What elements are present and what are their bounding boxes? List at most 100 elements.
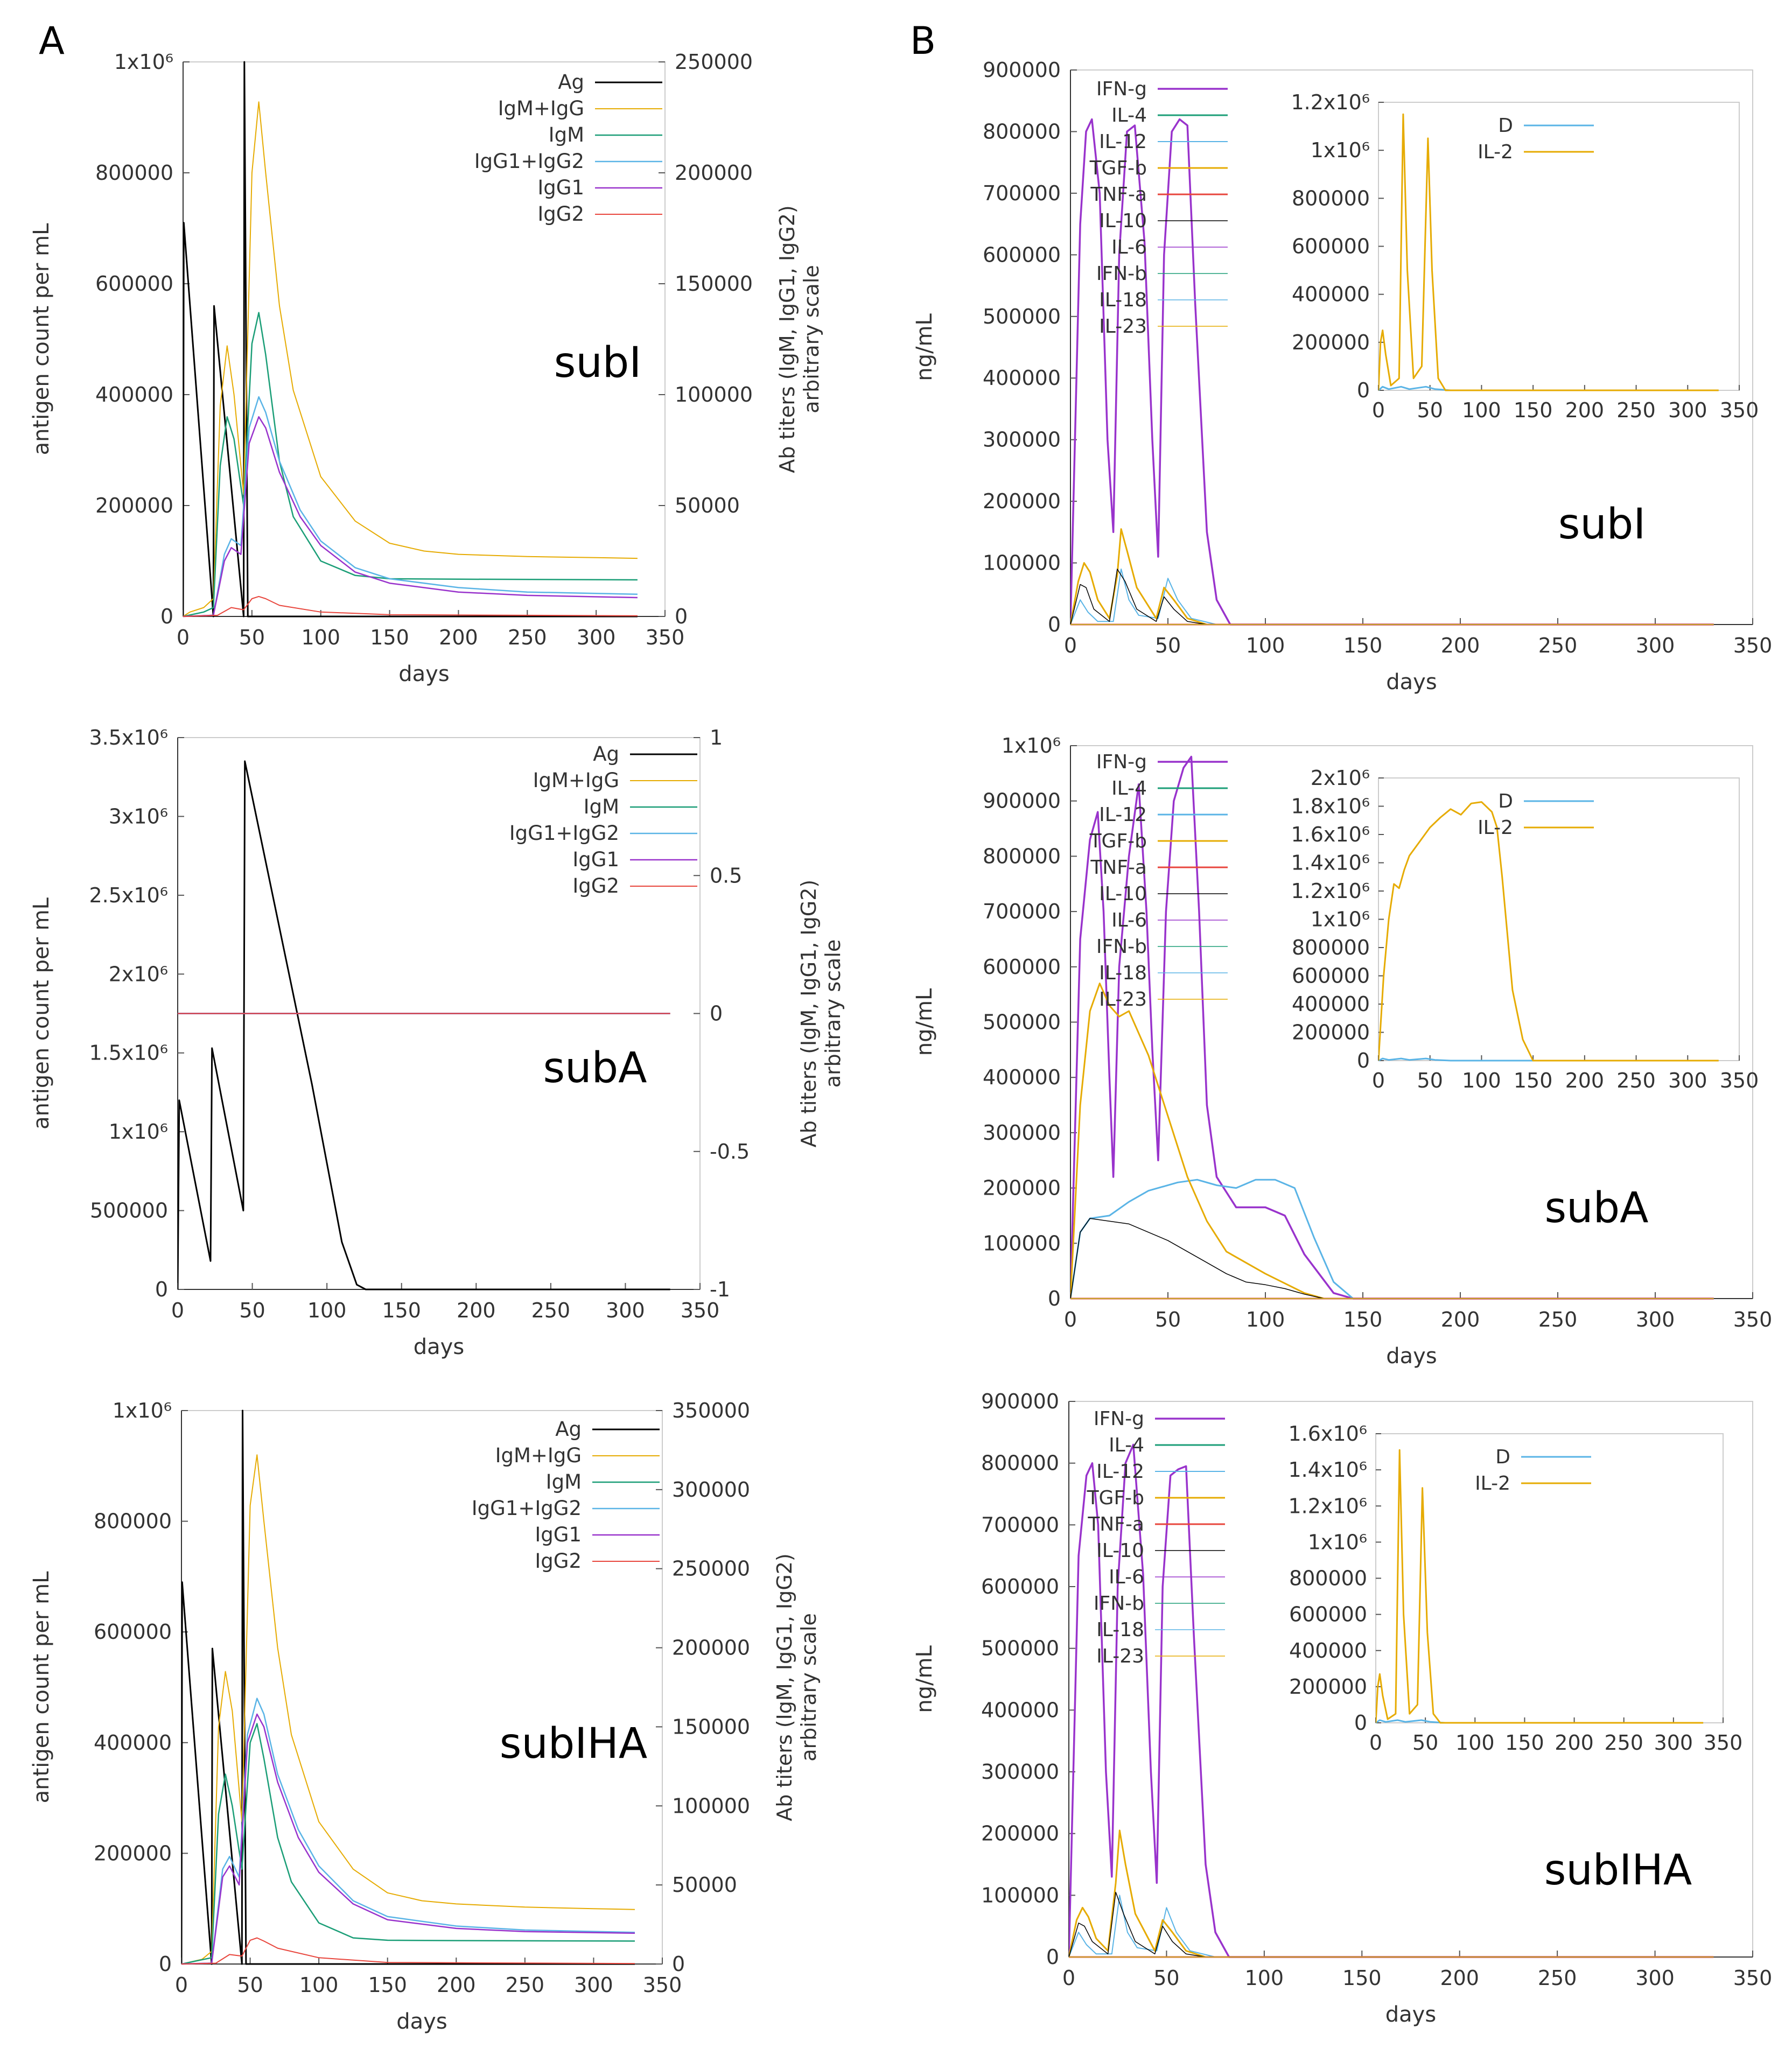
inset-x-tick-label: 150 xyxy=(1514,1069,1553,1092)
x-tick-label: 100 xyxy=(1245,1966,1284,1990)
inset-y-tick-label: 1.4x10⁶ xyxy=(1288,1458,1367,1482)
x-tick-label: 0 xyxy=(171,1299,184,1322)
y2-axis-label-line2: arbitrary scale xyxy=(800,265,823,413)
series-line-ag xyxy=(181,1409,635,1965)
inset-chart: 0 50 100 150 200 250 300 350 0 200000 400000 600000… xyxy=(1291,766,1759,1092)
x-tick-label: 300 xyxy=(606,1299,645,1322)
y2-axis-label-line2: arbitrary scale xyxy=(821,939,845,1088)
legend-label: IgM xyxy=(549,123,584,146)
inset-x-tick-label: 0 xyxy=(1372,398,1385,422)
y-tick-label: 400000 xyxy=(981,1698,1059,1722)
y2-tick-label: 200000 xyxy=(675,161,753,185)
y-tick-label: 600000 xyxy=(94,1620,172,1644)
x-tick-label: 50 xyxy=(1153,1966,1179,1990)
series-line-ifn-g xyxy=(1069,1443,1714,1958)
legend-label: IFN-g xyxy=(1096,751,1147,773)
chart-a-subiha: 0 50 100 150 200 250 300 3500200000400000600000… xyxy=(29,1399,821,2034)
inset-x-tick-label: 350 xyxy=(1720,398,1759,422)
legend-label: IgG1 xyxy=(572,848,619,871)
legend-label: IFN-b xyxy=(1094,1593,1144,1615)
inset-y-tick-label: 800000 xyxy=(1292,936,1370,959)
inset-y-tick-label: 200000 xyxy=(1289,1675,1367,1699)
chart-title: subI xyxy=(1558,500,1646,549)
legend-label: IL-6 xyxy=(1111,236,1147,258)
legend-label: TGF-b xyxy=(1089,157,1147,179)
legend-label: TNF-a xyxy=(1087,1513,1144,1535)
chart-title: subIHA xyxy=(1544,1846,1692,1895)
chart-a-subi: 0 50 100 150 200 250 300 3500200000400000600000… xyxy=(29,50,823,686)
x-axis-label: days xyxy=(1385,2002,1436,2027)
x-axis-label: days xyxy=(398,662,449,686)
chart-title: subA xyxy=(543,1044,647,1092)
y-tick-label: 0 xyxy=(1046,1945,1059,1969)
inset-y-tick-label: 200000 xyxy=(1292,1021,1370,1044)
y-axis-label: antigen count per mL xyxy=(29,223,54,455)
x-tick-label: 0 xyxy=(177,626,190,649)
y-tick-label: 100000 xyxy=(983,551,1061,575)
x-tick-label: 150 xyxy=(382,1299,421,1322)
y-tick-label: 700000 xyxy=(981,1513,1059,1537)
x-axis-label: days xyxy=(1386,670,1437,695)
y-tick-label: 500000 xyxy=(90,1199,168,1223)
legend-label: TGF-b xyxy=(1087,1487,1144,1509)
legend-label: IgM+IgG xyxy=(495,1444,582,1467)
y-tick-label: 1x10⁶ xyxy=(1002,734,1061,758)
series-line-il-12 xyxy=(1069,1895,1714,1958)
inset-x-tick-label: 250 xyxy=(1616,398,1656,422)
chart-title: subI xyxy=(554,339,642,387)
series-line-igm xyxy=(183,312,638,618)
legend-label: IL-12 xyxy=(1096,1461,1144,1483)
inset-series-group xyxy=(1378,113,1719,391)
y-tick-label: 0 xyxy=(1048,1287,1061,1310)
series-group xyxy=(1070,755,1714,1300)
y2-tick-label: 0 xyxy=(672,1952,685,1976)
y-tick-label: 800000 xyxy=(983,844,1061,868)
legend-label: IL-12 xyxy=(1099,804,1147,826)
x-tick-label: 100 xyxy=(307,1299,347,1322)
y-tick-label: 2x10⁶ xyxy=(109,962,168,986)
y-tick-label: 900000 xyxy=(983,58,1061,82)
inset-y-tick-label: 1.4x10⁶ xyxy=(1291,851,1370,875)
x-tick-label: 50 xyxy=(1155,634,1181,657)
y-tick-label: 0 xyxy=(159,1952,172,1976)
x-tick-label: 300 xyxy=(1635,1966,1675,1990)
legend-label: IgM+IgG xyxy=(533,769,619,792)
legend-label: TGF-b xyxy=(1089,830,1147,852)
panel-label-a: A xyxy=(39,19,65,63)
x-tick-label: 50 xyxy=(239,626,265,649)
x-axis-label: days xyxy=(414,1335,464,1359)
inset-x-tick-label: 0 xyxy=(1369,1731,1382,1755)
y-tick-label: 800000 xyxy=(95,161,173,185)
inset-y-tick-label: 600000 xyxy=(1292,235,1370,258)
inset-legend-label: D xyxy=(1498,790,1513,812)
inset-y-tick-label: 600000 xyxy=(1292,964,1370,988)
y-tick-label: 200000 xyxy=(983,1176,1061,1200)
y-tick-label: 100000 xyxy=(981,1883,1059,1907)
inset-x-tick-label: 50 xyxy=(1412,1731,1438,1755)
y2-axis-label-line1: Ab titers (IgM, IgG1, IgG2) xyxy=(773,1553,796,1821)
series-line-igm-igg xyxy=(181,1454,635,1965)
series-line-d xyxy=(1378,1057,1719,1062)
y2-tick-label: 50000 xyxy=(675,494,740,517)
inset-series-group xyxy=(1378,801,1719,1062)
y-tick-label: 900000 xyxy=(981,1390,1059,1413)
x-tick-label: 150 xyxy=(1343,1308,1383,1331)
x-tick-label: 250 xyxy=(508,626,547,649)
series-group xyxy=(181,1409,635,1965)
series-line-il-10 xyxy=(1069,1891,1714,1958)
series-line-tgf-b xyxy=(1070,983,1714,1300)
series-line-il-12 xyxy=(1070,1179,1714,1300)
y-tick-label: 300000 xyxy=(983,428,1061,452)
inset-y-tick-label: 1x10⁶ xyxy=(1311,138,1370,162)
y-tick-label: 200000 xyxy=(95,494,173,517)
y-tick-label: 2.5x10⁶ xyxy=(89,883,168,907)
inset-x-tick-label: 250 xyxy=(1604,1731,1643,1755)
y-tick-label: 500000 xyxy=(983,1011,1061,1034)
inset-x-tick-label: 300 xyxy=(1668,1069,1707,1092)
series-line-igm-igg xyxy=(183,101,638,617)
y2-tick-label: 150000 xyxy=(675,272,753,296)
series-line-ifn-g xyxy=(1070,755,1714,1300)
x-tick-label: 350 xyxy=(1733,634,1773,657)
chart-b-subi: 0 50 100 150 200 250 300 3500100000200000300000… xyxy=(912,58,1772,695)
legend-label: IL-6 xyxy=(1109,1566,1144,1588)
